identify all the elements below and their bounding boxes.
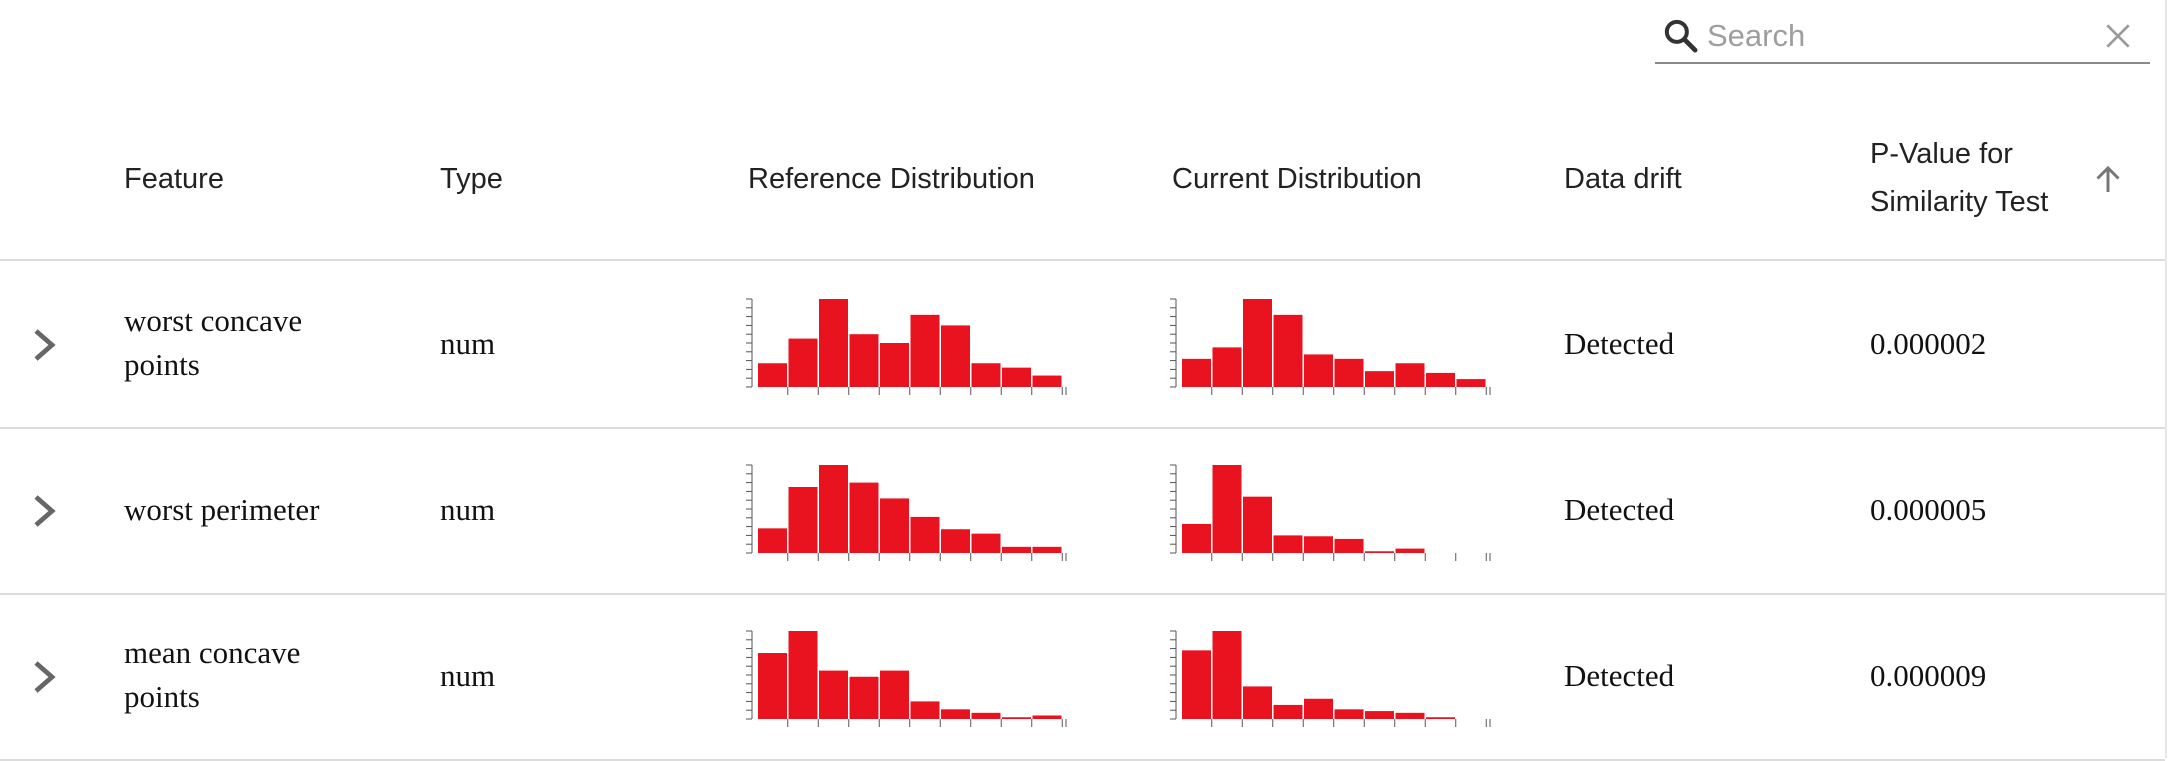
sort-ascending-arrow-icon[interactable] [2090, 162, 2126, 198]
data-drift-status: Detected [1564, 658, 1675, 693]
histogram-bar [1182, 650, 1211, 719]
histogram-bar [880, 670, 909, 719]
data-drift-status: Detected [1564, 492, 1675, 527]
histogram-bar [1032, 546, 1062, 553]
histogram-bar [1395, 548, 1425, 553]
chevron-right-icon[interactable] [28, 657, 60, 697]
histogram-bar [1243, 496, 1272, 553]
histogram-bar [910, 701, 940, 719]
histogram-bar [1032, 715, 1062, 719]
histogram-bar [1032, 375, 1062, 387]
histogram-bar [819, 299, 848, 387]
chevron-right-icon[interactable] [28, 325, 60, 365]
table-row[interactable]: worst concave points num Detected 0.0000… [0, 261, 2165, 429]
table-right-border [2165, 0, 2167, 758]
histogram-bar [1273, 704, 1303, 719]
table-row[interactable]: mean concave points num Detected 0.00000… [0, 593, 2165, 761]
histogram-bar [1304, 698, 1333, 719]
current-distribution-histogram [1170, 298, 1491, 395]
histogram-bar [1182, 358, 1211, 387]
feature-name: worst concave points [124, 303, 303, 382]
histogram-bar [849, 482, 879, 553]
histogram-bar [1426, 717, 1455, 719]
data-drift-status: Detected [1564, 326, 1675, 361]
histogram-bar [1243, 299, 1272, 387]
histogram-bar [1273, 314, 1303, 387]
histogram-bar [1365, 711, 1394, 719]
current-distribution-histogram [1170, 464, 1491, 561]
histogram-bar [910, 516, 940, 553]
histogram-bar [788, 338, 818, 387]
histogram-bar [1002, 367, 1031, 387]
close-icon[interactable] [2102, 20, 2134, 52]
histogram-bar [1002, 546, 1031, 553]
histogram-bar [941, 709, 970, 719]
table-header: Feature Type Reference Distribution Curr… [0, 120, 2165, 261]
histogram-bar [941, 325, 970, 387]
histogram-bar [880, 498, 909, 553]
histogram-bar [1304, 536, 1333, 553]
column-header-current-distribution: Current Distribution [1172, 163, 1422, 195]
histogram-bar [1365, 551, 1394, 553]
histogram-bar [1395, 363, 1425, 387]
histogram-bar [941, 529, 970, 553]
p-value: 0.000009 [1870, 658, 1987, 693]
histogram-bar [1304, 354, 1333, 387]
column-header-p-value-line1: P-Value for [1870, 138, 2013, 170]
p-value: 0.000002 [1870, 326, 1987, 361]
histogram-bar [788, 487, 818, 553]
column-header-p-value[interactable]: P-Value for Similarity Test [1870, 130, 2048, 226]
feature-type: num [440, 492, 496, 527]
chevron-right-icon[interactable] [28, 491, 60, 531]
histogram-bar [1243, 686, 1272, 719]
p-value: 0.000005 [1870, 492, 1987, 527]
search-icon [1664, 19, 1698, 53]
histogram-bar [788, 631, 818, 719]
column-header-p-value-line2: Similarity Test [1870, 186, 2049, 218]
feature-name: mean concave points [124, 635, 301, 714]
histogram-bar [1426, 372, 1455, 387]
histogram-bar [1273, 535, 1303, 553]
histogram-bar [1334, 709, 1364, 719]
reference-distribution-histogram [746, 630, 1067, 727]
histogram-bar [910, 314, 940, 387]
histogram-bar [849, 676, 879, 719]
histogram-bar [819, 670, 848, 719]
table-row[interactable]: worst perimeter num Detected 0.000005 [0, 427, 2165, 595]
search-bar [1655, 10, 2150, 64]
feature-type: num [440, 326, 496, 361]
histogram-bar [1182, 523, 1211, 553]
histogram-bar [1456, 379, 1486, 387]
column-header-feature[interactable]: Feature [124, 163, 224, 195]
reference-distribution-histogram [746, 298, 1067, 395]
histogram-bar [1334, 538, 1364, 553]
column-header-reference-distribution: Reference Distribution [748, 163, 1035, 195]
histogram-bar [758, 528, 787, 553]
histogram-bar [758, 653, 787, 719]
current-distribution-histogram [1170, 630, 1491, 727]
histogram-bar [971, 533, 1001, 553]
histogram-bar [971, 712, 1001, 719]
histogram-bar [880, 343, 909, 387]
histogram-bar [1334, 358, 1364, 387]
column-header-type[interactable]: Type [440, 163, 503, 195]
histogram-bar [849, 334, 879, 387]
histogram-bar [758, 363, 787, 387]
histogram-bar [1002, 717, 1031, 719]
search-input[interactable] [1707, 16, 2057, 56]
histogram-bar [1212, 347, 1242, 387]
histogram-bar [971, 363, 1001, 387]
histogram-bar [819, 465, 848, 553]
feature-type: num [440, 658, 496, 693]
histogram-bar [1212, 465, 1242, 553]
histogram-bar [1365, 371, 1394, 387]
reference-distribution-histogram [746, 464, 1067, 561]
histogram-bar [1395, 712, 1425, 719]
feature-name: worst perimeter [124, 492, 320, 527]
column-header-data-drift[interactable]: Data drift [1564, 163, 1682, 195]
histogram-bar [1212, 631, 1242, 719]
